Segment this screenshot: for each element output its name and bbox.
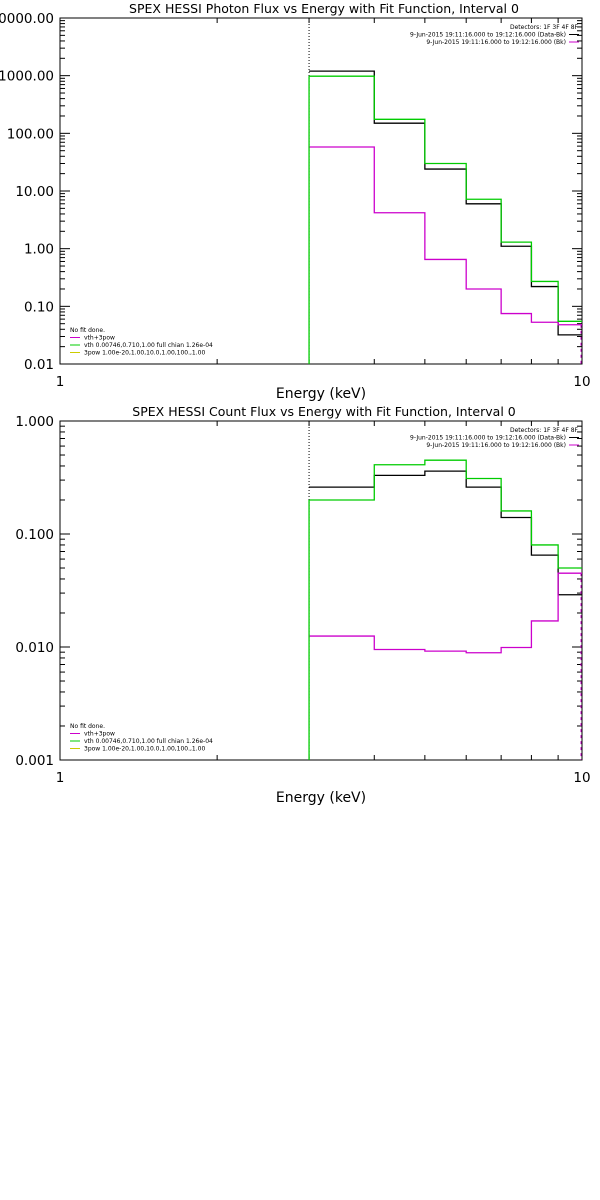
legend-bottom-text: No fit done. bbox=[70, 723, 105, 730]
y-tick-label: 0.01 bbox=[24, 357, 54, 373]
y-tick-label: 0.001 bbox=[15, 753, 54, 769]
legend-bottom-text: 3pow 1.00e-20,1.00,10.0,1.00,100.,1.00 bbox=[84, 746, 205, 753]
chart-title: SPEX HESSI Photon Flux vs Energy with Fi… bbox=[129, 1, 519, 16]
series-2-line bbox=[309, 146, 582, 326]
legend-bottom-text: vth+3pow bbox=[84, 335, 115, 342]
y-tick-label: 10000.00 bbox=[0, 11, 54, 27]
legend-bottom-text: No fit done. bbox=[70, 327, 105, 334]
x-tick-label: 10 bbox=[573, 374, 590, 390]
chart-2: SPEX HESSI Count Flux vs Energy with Fit… bbox=[15, 404, 590, 806]
series-2-line bbox=[309, 572, 582, 654]
x-axis-label: Energy (keV) bbox=[276, 386, 366, 402]
legend-bottom-text: vth+3pow bbox=[84, 731, 115, 738]
y-tick-label: 100.00 bbox=[7, 126, 54, 142]
series-1-line bbox=[309, 70, 582, 336]
legend-top-text: 9-Jun-2015 19:11:16.000 to 19:12:16.000 … bbox=[410, 32, 566, 39]
x-tick-label: 1 bbox=[56, 374, 65, 390]
series-1-line bbox=[309, 470, 582, 596]
legend-top-text: Detectors: 1F 3F 4F 8F bbox=[510, 427, 579, 434]
legend-bottom-text: vth 0.00746,0.710,1.00 full chian 1.26e-… bbox=[84, 738, 213, 745]
x-tick-label: 10 bbox=[573, 770, 590, 786]
legend-bottom-text: vth 0.00746,0.710,1.00 full chian 1.26e-… bbox=[84, 342, 213, 349]
y-tick-label: 1.000 bbox=[15, 414, 54, 430]
y-tick-label: 10.00 bbox=[15, 184, 54, 200]
legend-top-text: 9-Jun-2015 19:11:16.000 to 19:12:16.000 … bbox=[410, 435, 566, 442]
legend-bottom-text: 3pow 1.00e-20,1.00,10.0,1.00,100.,1.00 bbox=[84, 350, 205, 357]
y-tick-label: 0.010 bbox=[15, 640, 54, 656]
y-tick-label: 1.00 bbox=[24, 242, 54, 258]
y-tick-label: 1000.00 bbox=[0, 69, 54, 85]
y-tick-label: 0.10 bbox=[24, 299, 54, 315]
series-3-line bbox=[309, 459, 582, 569]
chart-1: SPEX HESSI Photon Flux vs Energy with Fi… bbox=[0, 1, 591, 402]
x-axis-label: Energy (keV) bbox=[276, 790, 366, 806]
y-tick-label: 0.100 bbox=[15, 527, 54, 543]
legend-top-text: Detectors: 1F 3F 4F 8F bbox=[510, 24, 579, 31]
legend-top-text: 9-Jun-2015 19:11:16.000 to 19:12:16.000 … bbox=[426, 442, 566, 449]
chart-title: SPEX HESSI Count Flux vs Energy with Fit… bbox=[132, 404, 515, 419]
plot-frame bbox=[59, 17, 583, 365]
series-3-line bbox=[309, 75, 582, 322]
legend-top-text: 9-Jun-2015 19:11:16.000 to 19:12:16.000 … bbox=[426, 39, 566, 46]
x-tick-label: 1 bbox=[56, 770, 65, 786]
plot-frame bbox=[59, 420, 583, 761]
